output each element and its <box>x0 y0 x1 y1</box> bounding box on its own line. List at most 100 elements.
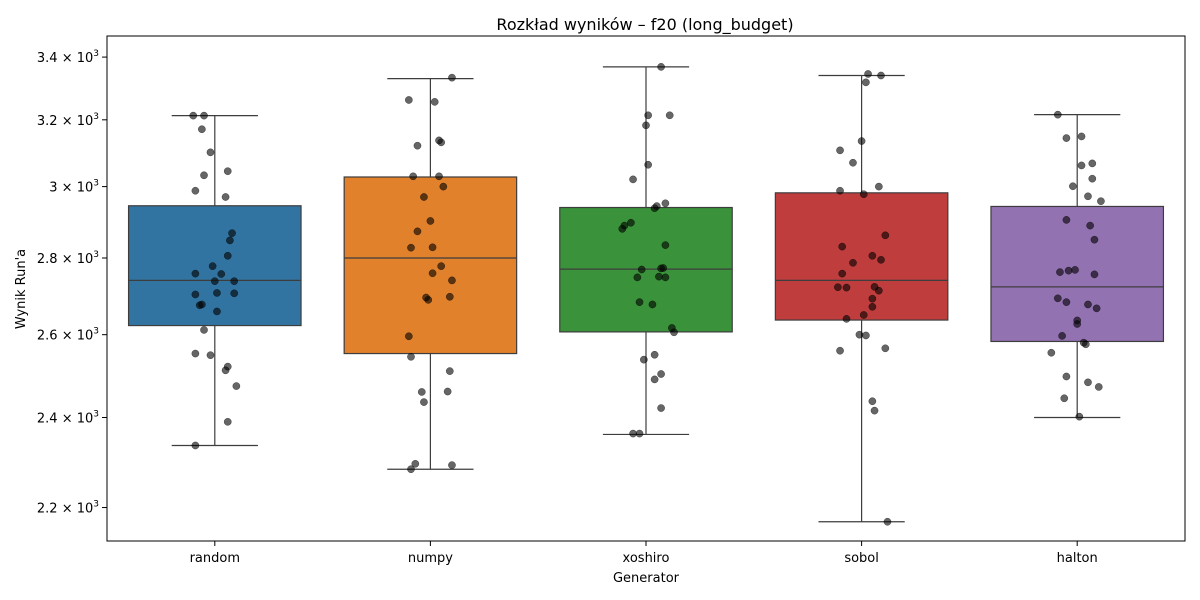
data-point <box>870 406 879 415</box>
data-point <box>226 236 234 245</box>
data-point <box>448 73 456 82</box>
data-point <box>855 330 864 339</box>
data-point <box>417 388 426 396</box>
y-axis-ticks: 2.2 × 103 2.4 × 103 2.6 × 103 2.8 × 103 3 × … <box>37 49 107 517</box>
data-point <box>1071 266 1079 274</box>
data-point <box>445 367 454 375</box>
x-tick-label-sobol: sobol <box>844 551 879 566</box>
data-point <box>232 382 241 390</box>
data-point <box>407 465 415 474</box>
data-point <box>221 193 230 201</box>
data-point <box>213 289 221 297</box>
data-point <box>413 227 422 236</box>
data-point <box>1060 394 1069 403</box>
data-point <box>670 328 678 337</box>
data-point <box>849 158 857 167</box>
data-point <box>448 276 456 285</box>
data-point <box>230 289 239 298</box>
data-point <box>877 255 885 264</box>
y-axis-label: Wynik Run'a <box>14 249 29 329</box>
data-point <box>437 262 446 271</box>
data-point <box>198 125 206 134</box>
plot-frame <box>106 35 1186 542</box>
data-point <box>424 296 433 304</box>
data-point <box>627 218 635 227</box>
data-point <box>1062 298 1071 307</box>
y-tick-label: 2.8 × 103 <box>37 250 99 267</box>
data-point <box>650 204 659 213</box>
data-point <box>221 366 230 375</box>
data-point <box>629 429 637 438</box>
x-tick-label-numpy: numpy <box>408 551 453 566</box>
data-point <box>657 264 665 273</box>
data-point <box>1084 300 1092 309</box>
data-point <box>657 370 665 378</box>
data-point <box>428 269 437 278</box>
data-point <box>1086 221 1094 230</box>
data-point <box>881 344 890 353</box>
data-point <box>836 186 844 195</box>
data-point <box>868 251 877 260</box>
data-point <box>407 352 415 361</box>
box-halton <box>990 114 1165 419</box>
data-point <box>834 283 842 292</box>
data-point <box>223 251 232 260</box>
data-point <box>655 272 663 281</box>
box-body <box>774 192 949 321</box>
data-point <box>862 78 870 87</box>
data-point <box>409 172 418 181</box>
x-tick-label-xoshiro: xoshiro <box>623 551 670 566</box>
data-point <box>629 175 637 184</box>
data-point <box>859 311 868 319</box>
data-point <box>1090 270 1099 279</box>
y-tick-label: 2.4 × 103 <box>37 410 99 427</box>
data-point <box>642 121 650 130</box>
data-point <box>635 298 644 307</box>
data-point <box>877 71 885 80</box>
data-point <box>1075 412 1084 421</box>
data-point <box>189 111 198 120</box>
data-point <box>411 459 420 468</box>
boxes-layer <box>127 66 1165 523</box>
data-point <box>217 270 226 278</box>
data-point <box>1077 132 1086 141</box>
x-axis-label: Generator <box>613 571 680 586</box>
data-point <box>842 315 851 323</box>
data-point <box>1064 266 1073 275</box>
data-point <box>836 146 844 155</box>
box-numpy <box>343 78 518 470</box>
data-point <box>868 302 877 311</box>
data-point <box>661 199 670 208</box>
data-point <box>661 273 670 282</box>
data-point <box>443 387 452 396</box>
data-point <box>665 111 674 120</box>
data-point <box>838 269 847 278</box>
data-point <box>228 229 236 238</box>
data-point <box>849 258 857 267</box>
data-point <box>413 141 422 150</box>
y-tick-label: 3.4 × 103 <box>37 49 99 66</box>
data-point <box>1056 268 1064 276</box>
data-point <box>883 517 892 526</box>
data-point <box>868 294 877 303</box>
data-point <box>650 350 659 359</box>
data-point <box>404 332 413 341</box>
data-point <box>404 96 413 104</box>
data-point <box>200 326 208 334</box>
data-point <box>1094 383 1103 391</box>
data-point <box>1069 182 1077 191</box>
data-point <box>874 182 883 191</box>
x-axis-ticks: random numpy xoshiro sobol halton <box>190 541 1098 566</box>
data-point <box>838 242 847 251</box>
chart-title: Rozkład wyników – f20 (long_budget) <box>496 15 793 35</box>
data-point <box>1053 294 1062 303</box>
data-point <box>1073 320 1082 328</box>
data-point <box>210 277 219 286</box>
data-point <box>859 190 868 199</box>
data-point <box>1062 372 1071 381</box>
data-point <box>200 111 208 120</box>
box-sobol <box>774 74 949 523</box>
data-point <box>426 217 435 225</box>
data-point <box>445 292 454 301</box>
data-point <box>439 182 448 191</box>
